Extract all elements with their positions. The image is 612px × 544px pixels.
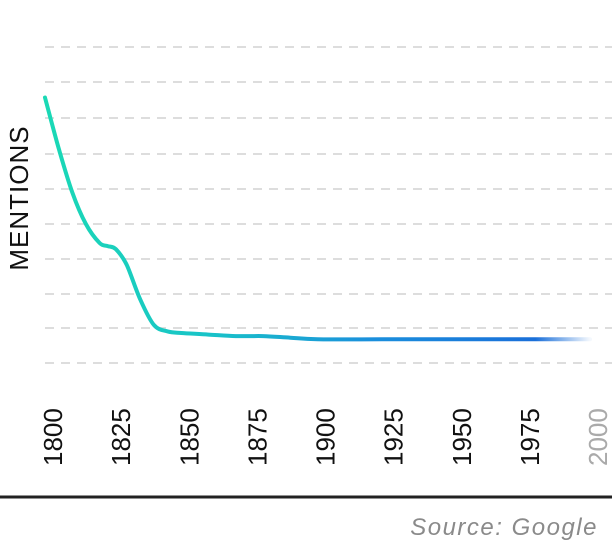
x-tick-labels: 1800 1825 1850 1875 1900 1925 1950 1975 2000 [38,408,612,466]
series-group [43,95,592,342]
series-line [43,95,592,342]
x-tick-label: 1825 [106,408,136,466]
y-axis-label-group: MENTIONS [4,125,34,270]
source-note: Source: Google [410,514,598,541]
x-tick-label: 1900 [311,408,341,466]
x-tick-label: 1875 [242,408,272,466]
grid-lines [45,46,612,364]
x-tick-label: 1925 [379,408,409,466]
x-tick-label: 1850 [174,408,204,466]
x-tick-label: 1950 [447,408,477,466]
y-axis-label: MENTIONS [4,125,34,270]
x-tick-label: 1975 [515,408,545,466]
x-tick-label: 1800 [38,408,68,466]
x-tick-label: 2000 [583,408,612,466]
